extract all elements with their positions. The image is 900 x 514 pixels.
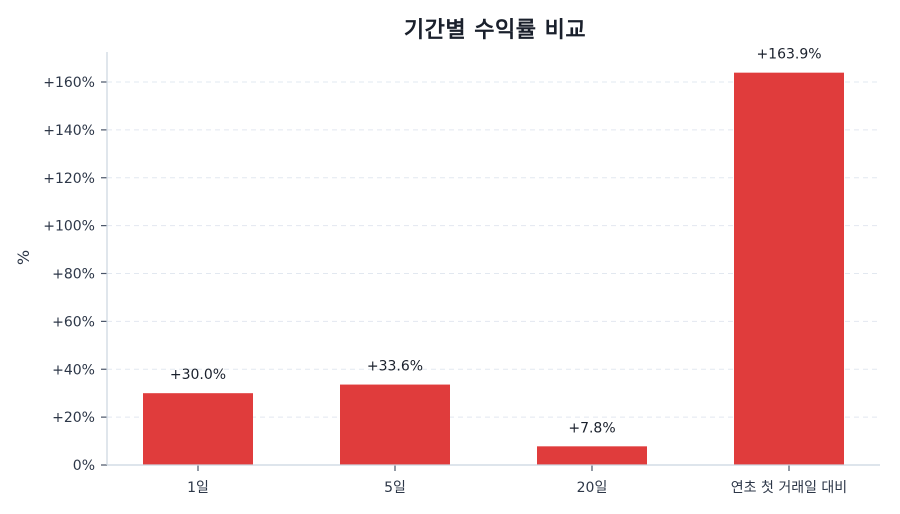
y-tick-label: +120% xyxy=(43,171,95,187)
bar xyxy=(340,384,450,465)
axes xyxy=(101,52,880,471)
chart-title: 기간별 수익률 비교 xyxy=(403,18,587,43)
bar xyxy=(734,72,844,466)
x-tick-label: 연초 첫 거래일 대비 xyxy=(731,480,847,496)
labels: 0% +20% +40% +60% +80% +100% +120% +140% +160% +3… xyxy=(43,47,847,496)
y-tick-label: +160% xyxy=(43,75,95,91)
x-tick-label: 20일 xyxy=(577,480,608,496)
bars xyxy=(143,72,844,466)
y-tick-label: +140% xyxy=(43,123,95,139)
bar xyxy=(143,393,253,465)
y-tick-label: +80% xyxy=(52,267,95,283)
bar-value-label: +30.0% xyxy=(170,367,226,383)
y-tick-label: +100% xyxy=(43,219,95,235)
y-tick-label: +60% xyxy=(52,314,95,330)
y-tick-label: +20% xyxy=(52,410,95,426)
x-tick-label: 1일 xyxy=(187,480,209,496)
x-tick-label: 5일 xyxy=(384,480,406,496)
bar xyxy=(537,446,647,465)
bar-value-label: +163.9% xyxy=(756,47,821,63)
y-tick-label: +40% xyxy=(52,362,95,378)
y-tick-label: 0% xyxy=(73,458,95,474)
bar-value-label: +33.6% xyxy=(367,359,423,375)
bar-value-label: +7.8% xyxy=(568,420,615,436)
